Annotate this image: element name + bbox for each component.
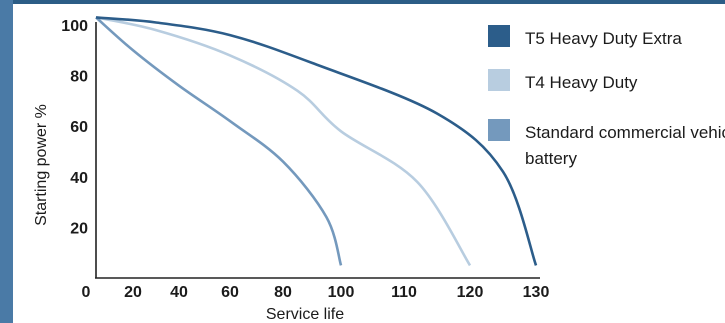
series-line xyxy=(95,16,343,266)
legend-label: Standard commercial vehicle battery xyxy=(525,123,725,168)
x-tick-label: 110 xyxy=(391,284,417,301)
legend-label: T4 Heavy Duty xyxy=(525,73,638,92)
x-origin-label: 0 xyxy=(82,284,91,301)
y-tick-label: 20 xyxy=(70,220,88,237)
x-tick-label: 60 xyxy=(221,284,239,301)
y-tick-label: 60 xyxy=(70,119,88,136)
x-tick-label: 120 xyxy=(457,284,484,301)
legend-swatch xyxy=(488,25,510,47)
x-tick-label: 130 xyxy=(523,284,550,301)
x-tick-label: 40 xyxy=(170,284,188,301)
x-tick-label: 20 xyxy=(124,284,142,301)
y-tick-label: 100 xyxy=(61,18,88,35)
x-tick-label: 100 xyxy=(328,284,355,301)
legend-swatch xyxy=(488,69,510,91)
legend-swatch xyxy=(488,119,510,141)
y-tick-label: 40 xyxy=(70,170,88,187)
y-axis-title: Starting power % xyxy=(33,104,50,226)
top-accent-bar xyxy=(0,0,725,4)
y-tick-label: 80 xyxy=(70,69,88,86)
x-tick-label: 80 xyxy=(274,284,292,301)
series-line xyxy=(95,16,472,267)
series-line xyxy=(95,16,538,266)
left-accent-bar xyxy=(0,0,13,323)
legend-label: T5 Heavy Duty Extra xyxy=(525,29,682,48)
x-axis-title: Service life xyxy=(266,306,344,323)
